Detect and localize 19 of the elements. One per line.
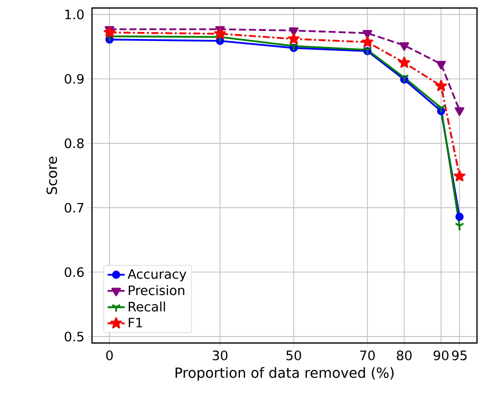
x-tick-label: 95 [452, 350, 467, 360]
legend-label: Precision [128, 285, 184, 296]
x-axis-title: Proportion of data removed (%) [176, 367, 394, 381]
y-tick-label: 0.9 [64, 74, 84, 84]
x-tick-label: 80 [396, 350, 412, 360]
legend-label: Accuracy [128, 269, 186, 282]
x-tick-label: 70 [360, 350, 375, 360]
y-tick-label: 0.6 [64, 267, 84, 278]
legend-label: F1 [128, 318, 142, 328]
y-tick-label: 0.8 [64, 138, 84, 148]
x-tick-label: 0 [106, 350, 113, 360]
y-tick-label: 0.5 [64, 332, 84, 342]
x-tick-label: 30 [212, 350, 228, 360]
y-tick-label: 0.7 [64, 202, 84, 213]
y-axis-title: Score [46, 156, 58, 194]
x-tick-label: 50 [286, 350, 302, 360]
y-tick-label: 1.0 [65, 10, 84, 20]
x-tick-label: 90 [434, 350, 448, 360]
legend-label: Recall [128, 302, 165, 312]
